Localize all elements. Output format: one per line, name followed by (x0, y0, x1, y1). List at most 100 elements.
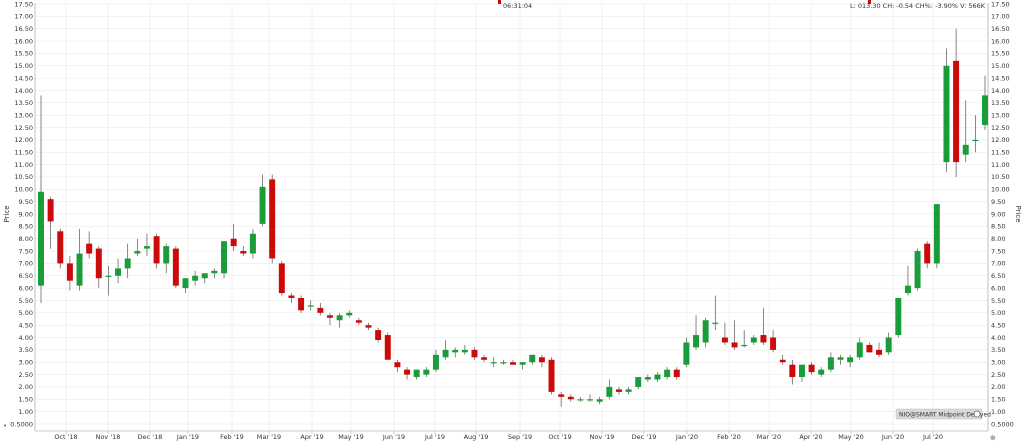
candle[interactable] (972, 115, 979, 153)
candle[interactable] (365, 322, 372, 331)
candle[interactable] (779, 354, 786, 365)
candle[interactable] (413, 369, 420, 380)
candle[interactable] (278, 260, 285, 296)
candle[interactable] (481, 354, 488, 363)
candle[interactable] (924, 241, 931, 269)
candle[interactable] (712, 295, 719, 331)
candle[interactable] (57, 228, 64, 269)
candle[interactable] (442, 340, 449, 360)
candle[interactable] (953, 28, 960, 177)
candle[interactable] (904, 265, 911, 296)
candle[interactable] (635, 377, 642, 390)
candle[interactable] (683, 337, 690, 368)
candle[interactable] (182, 278, 189, 294)
candle[interactable] (86, 231, 93, 259)
candle[interactable] (192, 270, 199, 286)
candle[interactable] (866, 342, 873, 353)
candle[interactable] (654, 372, 661, 382)
candle[interactable] (673, 367, 680, 380)
candle[interactable] (914, 248, 921, 291)
candle[interactable] (538, 354, 545, 368)
candle[interactable] (230, 223, 237, 252)
candle[interactable] (95, 246, 102, 289)
candle[interactable] (249, 228, 256, 259)
candle[interactable] (461, 344, 468, 355)
candle[interactable] (163, 243, 170, 274)
candle[interactable] (548, 357, 555, 395)
candle[interactable] (750, 335, 757, 345)
candle[interactable] (269, 174, 276, 264)
candle[interactable] (789, 359, 796, 385)
candle[interactable] (856, 337, 863, 360)
data-source-badge[interactable]: NIO@SMART Midpoint Delayed (895, 408, 991, 420)
candle[interactable] (105, 265, 112, 296)
candle[interactable] (326, 312, 333, 326)
candle[interactable] (577, 396, 584, 402)
candle[interactable] (827, 352, 834, 373)
candle[interactable] (625, 386, 632, 395)
candle[interactable] (452, 347, 459, 358)
candle[interactable] (307, 300, 314, 311)
candle[interactable] (115, 258, 122, 284)
candle[interactable] (519, 362, 526, 370)
candle[interactable] (317, 302, 324, 316)
candle[interactable] (259, 174, 266, 227)
candle[interactable] (808, 362, 815, 375)
candle[interactable] (798, 364, 805, 382)
candle[interactable] (336, 312, 343, 328)
candle[interactable] (962, 100, 969, 163)
candle[interactable] (143, 233, 150, 256)
candle[interactable] (76, 228, 83, 291)
candle[interactable] (847, 354, 854, 368)
candle[interactable] (876, 342, 883, 358)
candle[interactable] (471, 347, 478, 360)
candle[interactable] (606, 379, 613, 400)
candle[interactable] (943, 48, 950, 172)
candle[interactable] (423, 367, 430, 378)
candle[interactable] (404, 367, 411, 380)
candle[interactable] (221, 241, 228, 279)
candle[interactable] (933, 204, 940, 269)
candle[interactable] (567, 394, 574, 402)
candle[interactable] (38, 95, 44, 303)
candle[interactable] (741, 330, 748, 348)
candle[interactable] (721, 322, 728, 345)
candle[interactable] (895, 298, 902, 338)
candle[interactable] (982, 75, 988, 130)
candle[interactable] (760, 307, 767, 345)
candle[interactable] (529, 354, 536, 365)
candle[interactable] (355, 317, 362, 326)
candle[interactable] (664, 367, 671, 380)
candle[interactable] (490, 357, 497, 368)
corner-settings-icon[interactable]: ⊕ (990, 434, 996, 441)
candle[interactable] (346, 310, 353, 318)
candle[interactable] (134, 238, 141, 256)
candle[interactable] (587, 394, 594, 402)
candle[interactable] (500, 359, 507, 365)
candle[interactable] (432, 349, 439, 373)
candle[interactable] (510, 359, 516, 365)
candle[interactable] (384, 332, 391, 360)
candle[interactable] (298, 295, 305, 313)
candle[interactable] (596, 396, 603, 405)
candle[interactable] (558, 391, 565, 407)
candle[interactable] (818, 367, 825, 378)
candle[interactable] (394, 359, 401, 373)
candle[interactable] (731, 320, 738, 350)
candle[interactable] (885, 332, 892, 355)
candle[interactable] (47, 196, 54, 249)
candle[interactable] (153, 233, 160, 269)
candle[interactable] (211, 268, 218, 279)
candle[interactable] (288, 293, 295, 303)
candle[interactable] (837, 354, 844, 365)
candle[interactable] (240, 246, 247, 256)
candle[interactable] (201, 273, 208, 284)
candle[interactable] (172, 246, 179, 289)
candle[interactable] (644, 374, 651, 382)
candle[interactable] (124, 243, 131, 279)
candle[interactable] (702, 317, 709, 348)
candle[interactable] (770, 330, 777, 353)
candle[interactable] (375, 327, 382, 343)
candle[interactable] (693, 315, 700, 350)
